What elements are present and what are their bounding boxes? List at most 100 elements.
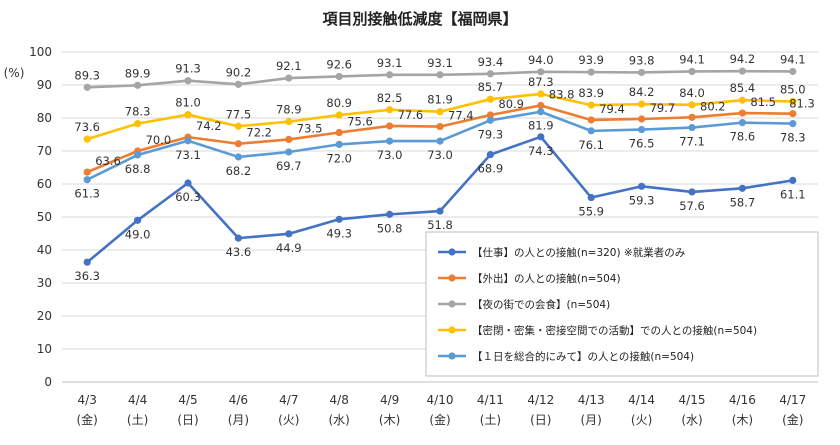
data-point	[688, 113, 696, 121]
data-point	[83, 258, 91, 266]
data-point	[537, 90, 545, 98]
data-label: 73.0	[377, 148, 403, 162]
data-point	[83, 176, 91, 184]
data-label: 93.4	[478, 55, 504, 69]
data-point	[738, 184, 747, 192]
data-label: 68.2	[226, 164, 252, 178]
data-point	[184, 179, 192, 187]
data-label: 82.5	[377, 91, 403, 105]
data-point	[184, 137, 192, 145]
y-tick-label: 100	[29, 45, 52, 59]
data-label: 43.6	[226, 245, 252, 259]
data-point	[436, 137, 444, 145]
x-tick-label: 4/15	[679, 393, 706, 407]
y-tick-label: 40	[37, 243, 52, 257]
data-point	[386, 137, 394, 145]
data-label: 93.8	[629, 53, 655, 67]
data-label: 94.1	[780, 52, 806, 66]
data-label: 84.2	[629, 85, 655, 99]
data-point	[83, 168, 91, 176]
data-point	[738, 96, 747, 104]
data-label: 89.9	[125, 66, 151, 80]
data-label: 68.8	[125, 162, 151, 176]
legend-marker	[448, 248, 456, 256]
legend: 【仕事】の人との接触(n=320) ※就業者のみ【外出】の人との接触(n=504…	[425, 231, 819, 377]
data-label: 84.0	[679, 86, 705, 100]
x-tick-label: 4/7	[279, 393, 298, 407]
x-tick-label: 4/5	[178, 393, 197, 407]
data-label: 83.9	[578, 86, 604, 100]
data-label: 93.9	[578, 53, 604, 67]
data-point	[537, 101, 545, 110]
data-label: 61.1	[780, 187, 806, 201]
legend-entry: 【夜の街での会食】(n=504)	[472, 298, 610, 311]
data-label: 81.5	[750, 95, 776, 109]
data-label: 76.5	[629, 137, 655, 151]
x-tick-label: 4/16	[729, 393, 756, 407]
data-label: 80.9	[498, 97, 524, 111]
data-label: 77.5	[226, 107, 252, 121]
data-point	[789, 176, 797, 184]
data-point	[738, 109, 747, 117]
data-label: 81.0	[175, 96, 201, 110]
legend-box	[425, 231, 819, 377]
data-point	[436, 71, 444, 79]
legend-marker	[448, 274, 456, 282]
data-point	[285, 74, 293, 82]
data-label: 72.2	[246, 126, 272, 140]
y-tick-label: 30	[37, 276, 52, 290]
data-label: 68.9	[478, 162, 504, 176]
data-point	[184, 77, 192, 85]
data-label: 78.6	[730, 130, 756, 144]
data-label: 94.1	[679, 52, 705, 66]
data-label: 83.8	[549, 87, 575, 101]
data-label: 94.0	[528, 53, 554, 67]
data-point	[789, 120, 797, 128]
legend-entry: 【密閉・密集・密接空間での活動】での人との接触(n=504)	[472, 324, 757, 337]
data-label: 79.7	[650, 101, 676, 115]
data-point	[537, 133, 545, 141]
label-layer: 36.3 49.0 60.3 43.6 44.9 49.3 50.8 51.8 68.9 74.3…	[74, 52, 814, 283]
data-point	[285, 230, 293, 238]
data-point	[134, 81, 142, 89]
data-label: 93.1	[377, 56, 403, 70]
data-point	[134, 151, 142, 159]
data-label: 77.6	[398, 108, 424, 122]
legend-entry: 【１日を総合的にみて】の人との接触(n=504)	[472, 350, 694, 363]
data-label: 78.3	[780, 131, 806, 145]
data-point	[638, 100, 646, 108]
data-point	[386, 122, 394, 130]
data-point	[789, 110, 797, 118]
data-label: 80.2	[700, 99, 726, 113]
x-tick-weekday: (木)	[379, 413, 400, 427]
data-label: 60.3	[175, 190, 201, 204]
data-point	[335, 215, 343, 223]
y-tick-label: 60	[37, 177, 52, 191]
data-point	[587, 68, 595, 76]
data-label: 50.8	[377, 221, 403, 235]
x-tick-weekday: (金)	[782, 412, 803, 427]
data-point	[638, 115, 646, 123]
data-point	[587, 193, 595, 202]
data-label: 59.3	[629, 193, 655, 207]
data-point	[789, 67, 797, 76]
data-label: 73.5	[297, 121, 323, 135]
data-point	[688, 123, 696, 132]
data-point	[688, 188, 696, 196]
data-point	[537, 68, 545, 76]
axis-layer: 0 10 20 30 40 50 60 70 80 90 100 4/3 (金) 4/4 (土) 4/5 (日)…	[29, 45, 818, 427]
data-point	[184, 111, 192, 119]
data-point	[486, 70, 494, 78]
data-label: 36.3	[74, 269, 100, 283]
x-tick-weekday: (木)	[732, 413, 753, 427]
data-point	[234, 122, 242, 130]
data-point	[688, 101, 696, 109]
data-label: 57.6	[679, 199, 705, 213]
y-tick-label: 80	[37, 111, 52, 125]
data-label: 72.0	[326, 151, 352, 165]
x-tick-weekday: (月)	[581, 413, 602, 427]
data-point	[335, 128, 343, 137]
x-tick-weekday: (日)	[177, 413, 198, 427]
